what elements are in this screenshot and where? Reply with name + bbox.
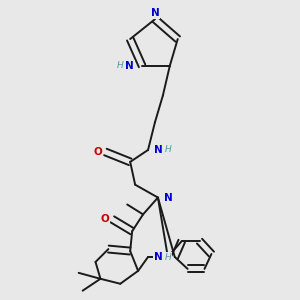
Text: N: N [125,61,134,71]
Text: H: H [164,146,171,154]
Text: N: N [164,193,172,202]
Text: N: N [154,145,163,155]
Text: O: O [100,214,109,224]
Text: N: N [154,252,163,262]
Text: O: O [93,147,102,157]
Text: H: H [164,253,171,262]
Text: N: N [151,8,159,18]
Text: H: H [117,61,124,70]
